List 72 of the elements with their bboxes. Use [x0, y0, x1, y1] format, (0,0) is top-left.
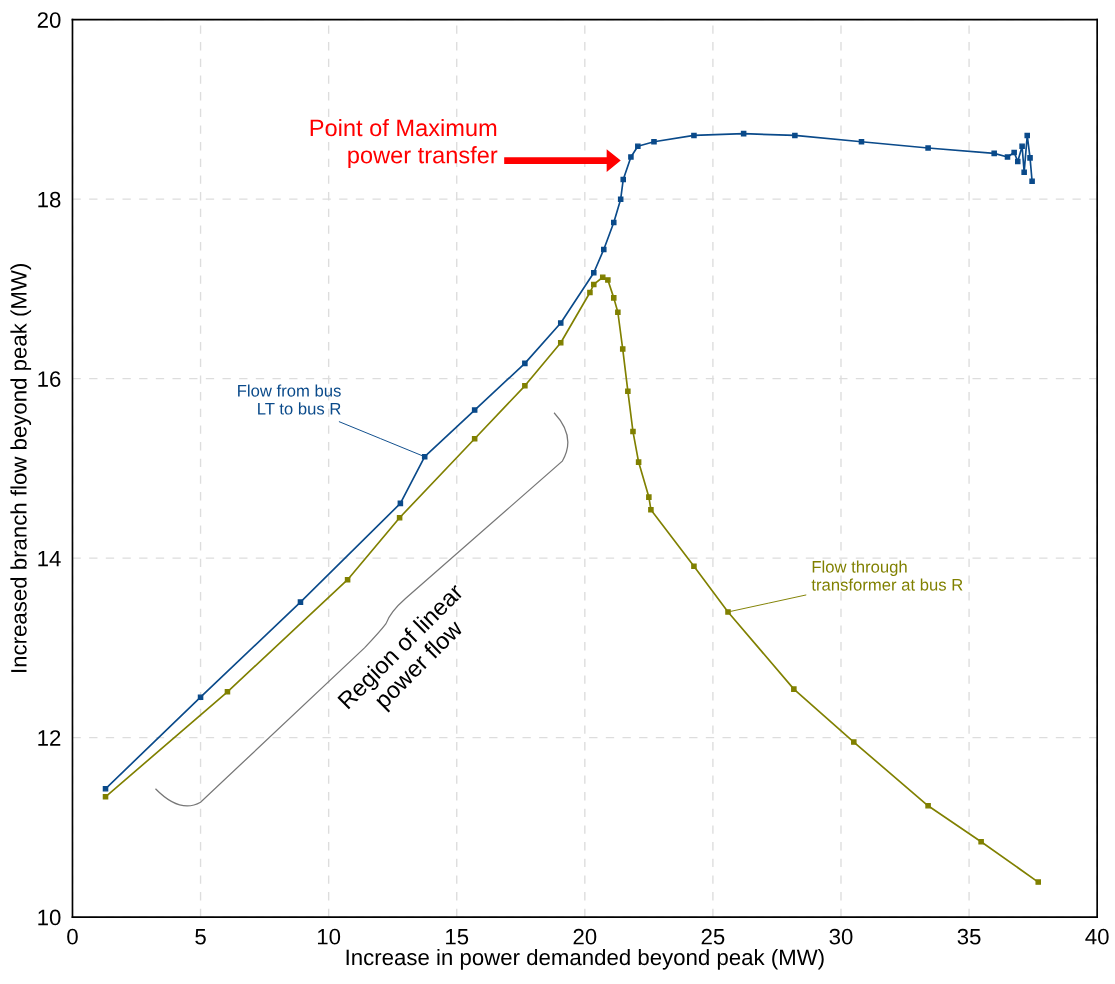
x-tick-label: 30 [829, 928, 853, 945]
point [587, 289, 593, 296]
point [858, 138, 865, 145]
point [522, 383, 528, 389]
point [635, 459, 642, 465]
point [725, 609, 731, 615]
y-tick-label: 18 [38, 191, 61, 208]
point [396, 514, 403, 521]
point [651, 138, 657, 145]
point [610, 295, 617, 301]
point [610, 219, 617, 226]
point [620, 176, 627, 183]
x-tick-label: 25 [701, 928, 725, 945]
y-axis-title: Increased branch flow beyond peak (MW) [10, 264, 32, 672]
point [599, 274, 606, 281]
x-tick-label: 40 [1085, 928, 1109, 945]
x-tick-label: 0 [67, 928, 78, 945]
point [102, 794, 109, 800]
y-tick-label: 12 [38, 730, 61, 746]
point [1019, 143, 1025, 149]
y-tick-label: 16 [38, 371, 61, 387]
x-tick-label: 15 [446, 929, 469, 945]
point [102, 785, 109, 792]
point [1004, 154, 1011, 160]
point [630, 428, 636, 435]
point [522, 360, 528, 367]
x-tick-label: 10 [317, 928, 341, 945]
point [557, 320, 564, 326]
point [646, 494, 652, 500]
point [1027, 155, 1033, 161]
y-tick-label: 14 [38, 550, 61, 567]
x-axis-title: Increase in power demanded beyond peak (MW) [346, 948, 824, 970]
text: Flow from bus LT to bus R [238, 384, 341, 415]
x-tick-label: 35 [957, 928, 981, 945]
point [557, 339, 564, 346]
point [1029, 178, 1035, 184]
point [471, 407, 478, 413]
annotation: Point of Maximum power transfer [310, 118, 498, 169]
x-tick-label: 5 [195, 929, 206, 945]
point [471, 435, 478, 442]
point [591, 269, 597, 276]
point [791, 686, 797, 692]
point [619, 346, 626, 352]
point [635, 143, 641, 149]
point [600, 246, 607, 253]
point [648, 506, 654, 513]
point [1024, 132, 1031, 139]
point [605, 277, 611, 283]
y-tick-label: 10 [38, 909, 61, 926]
point [197, 694, 204, 701]
point [1014, 158, 1021, 165]
point [1011, 149, 1017, 156]
point [224, 689, 231, 695]
point [851, 739, 857, 745]
point [625, 388, 631, 394]
point [991, 150, 997, 157]
x-tick-label: 20 [573, 928, 597, 945]
point [792, 132, 798, 139]
point [591, 281, 597, 288]
point [297, 599, 304, 605]
point [925, 803, 931, 809]
point [615, 309, 621, 316]
point [1035, 879, 1042, 885]
text: Flow through transformer at bus R [811, 560, 963, 591]
y-tick-label: 20 [37, 12, 61, 28]
point [1021, 169, 1027, 176]
point [691, 563, 697, 569]
point [691, 132, 697, 139]
point [617, 196, 624, 202]
point [628, 154, 634, 160]
point [978, 838, 984, 845]
point [925, 145, 931, 151]
